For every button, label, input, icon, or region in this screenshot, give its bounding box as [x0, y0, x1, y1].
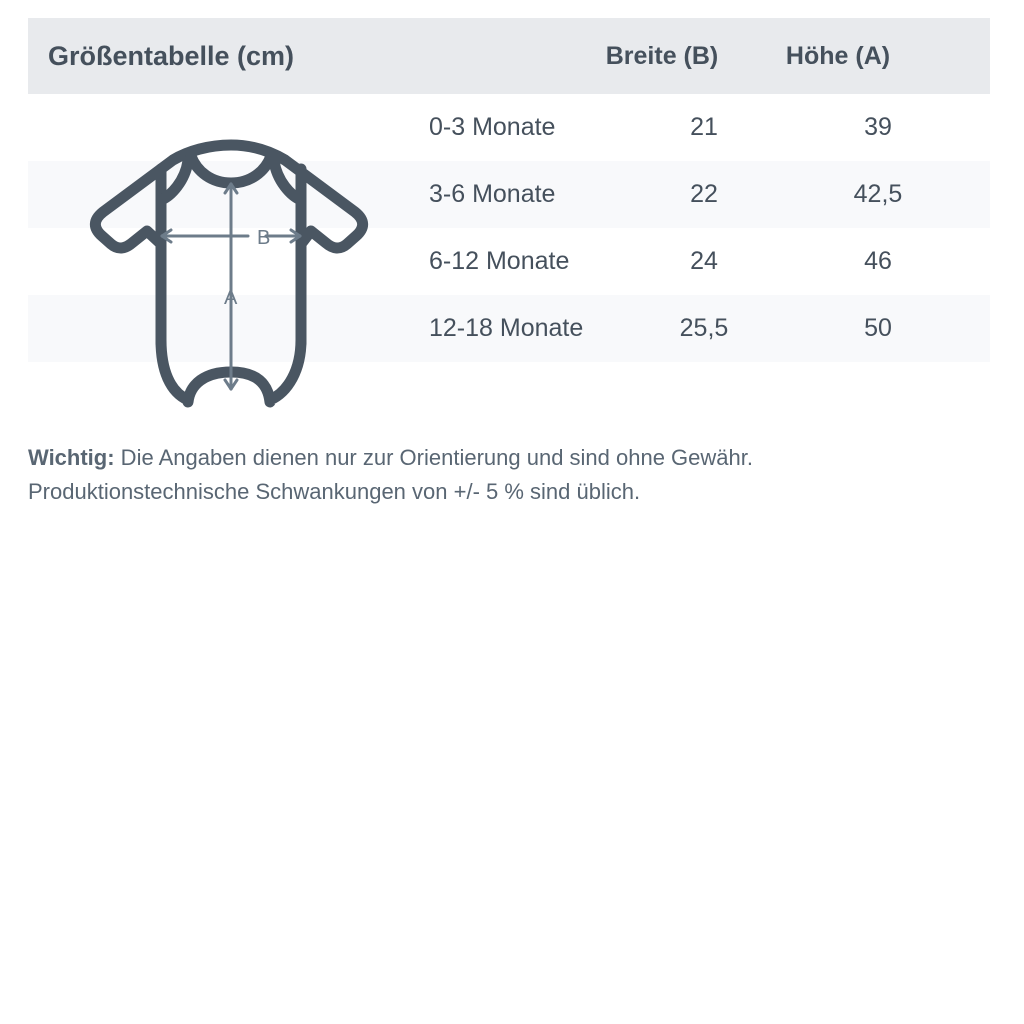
svg-text:A: A: [224, 287, 238, 309]
svg-text:B: B: [257, 227, 270, 249]
